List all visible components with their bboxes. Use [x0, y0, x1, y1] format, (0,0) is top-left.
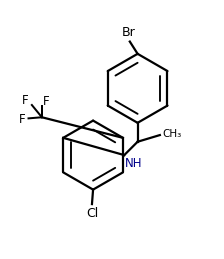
Text: CH₃: CH₃ [163, 129, 182, 139]
Text: F: F [19, 113, 25, 126]
Text: F: F [43, 95, 50, 108]
Text: Cl: Cl [86, 207, 98, 220]
Text: NH: NH [125, 157, 143, 170]
Text: F: F [22, 94, 28, 107]
Text: Br: Br [122, 26, 136, 39]
